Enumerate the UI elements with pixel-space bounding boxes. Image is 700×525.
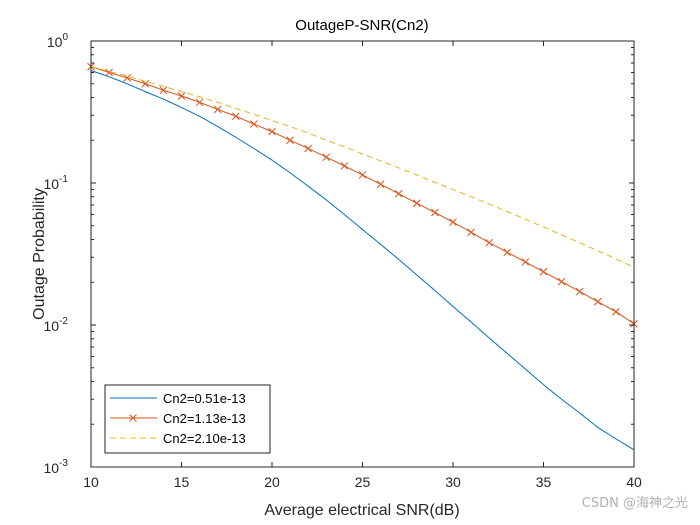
- series-2-marker: [213, 105, 222, 114]
- y-tick-exponent: -2: [59, 316, 68, 327]
- series-2-marker: [521, 258, 530, 266]
- series-2-marker: [159, 86, 168, 95]
- x-tick-label: 35: [536, 474, 552, 490]
- series-2-marker: [449, 218, 457, 227]
- legend: Cn2=0.51e-13 Cn2=1.13e-13 Cn2=2.10e-13: [104, 384, 271, 454]
- y-tick-label: 100: [47, 32, 69, 50]
- legend-label-3: Cn2=2.10e-13: [163, 431, 246, 446]
- y-tick-exponent: 0: [62, 32, 68, 43]
- plot-frame: [90, 40, 635, 468]
- x-tick-label: 15: [174, 474, 190, 490]
- y-tick-base: 10: [44, 460, 60, 476]
- series-2-marker: [231, 112, 240, 121]
- series-2-marker: [340, 162, 349, 170]
- legend-label-1: Cn2=0.51e-13: [163, 391, 246, 406]
- legend-label-2: Cn2=1.13e-13: [163, 411, 246, 426]
- series-2-marker: [268, 127, 276, 136]
- series-2-marker: [539, 267, 548, 276]
- series-2-marker: [612, 307, 620, 316]
- series-2-marker: [177, 92, 186, 100]
- series-2-marker: [412, 199, 421, 208]
- series-2-marker: [431, 208, 439, 217]
- series-layer: [87, 62, 638, 451]
- y-tick-exponent: -1: [59, 174, 68, 185]
- y-tick-label: 10-3: [44, 458, 69, 476]
- y-tick-base: 10: [44, 318, 60, 334]
- series-2-marker: [322, 153, 331, 162]
- series-2-marker: [304, 144, 313, 153]
- series-2-marker: [141, 79, 150, 88]
- series-2-marker: [105, 68, 113, 77]
- watermark: CSDN @海神之光: [581, 496, 688, 511]
- series-line-3: [90, 66, 635, 268]
- y-axis-label: Outage Probability: [31, 188, 48, 320]
- x-tick-label: 30: [445, 474, 461, 490]
- legend-marker-2: [129, 414, 137, 422]
- series-2-marker: [195, 98, 204, 107]
- y-tick-exponent: -3: [59, 458, 68, 469]
- y-tick-base: 10: [44, 176, 60, 192]
- series-2-marker: [358, 171, 367, 179]
- series-2-marker: [485, 238, 494, 247]
- y-tick-label: 10-1: [44, 174, 69, 192]
- y-tick-base: 10: [47, 34, 63, 50]
- x-tick-label: 10: [83, 474, 99, 490]
- x-tick-label: 40: [626, 474, 642, 490]
- x-tick-label: 25: [355, 474, 371, 490]
- x-axis-label: Average electrical SNR(dB): [264, 502, 459, 519]
- series-2-marker: [376, 180, 385, 189]
- series-line-1: [90, 70, 635, 451]
- y-tick-label: 10-2: [44, 316, 69, 334]
- series-2-marker: [575, 287, 584, 296]
- x-tick-label: 20: [264, 474, 280, 490]
- series-2-marker: [394, 189, 403, 198]
- series-2-marker: [593, 297, 602, 306]
- series-2-marker: [557, 277, 566, 286]
- series-2-marker: [250, 120, 258, 128]
- series-2-marker: [503, 248, 512, 257]
- series-2-marker: [286, 136, 294, 145]
- chart-title: OutageP-SNR(Cn2): [295, 17, 428, 34]
- series-2-marker: [467, 228, 475, 237]
